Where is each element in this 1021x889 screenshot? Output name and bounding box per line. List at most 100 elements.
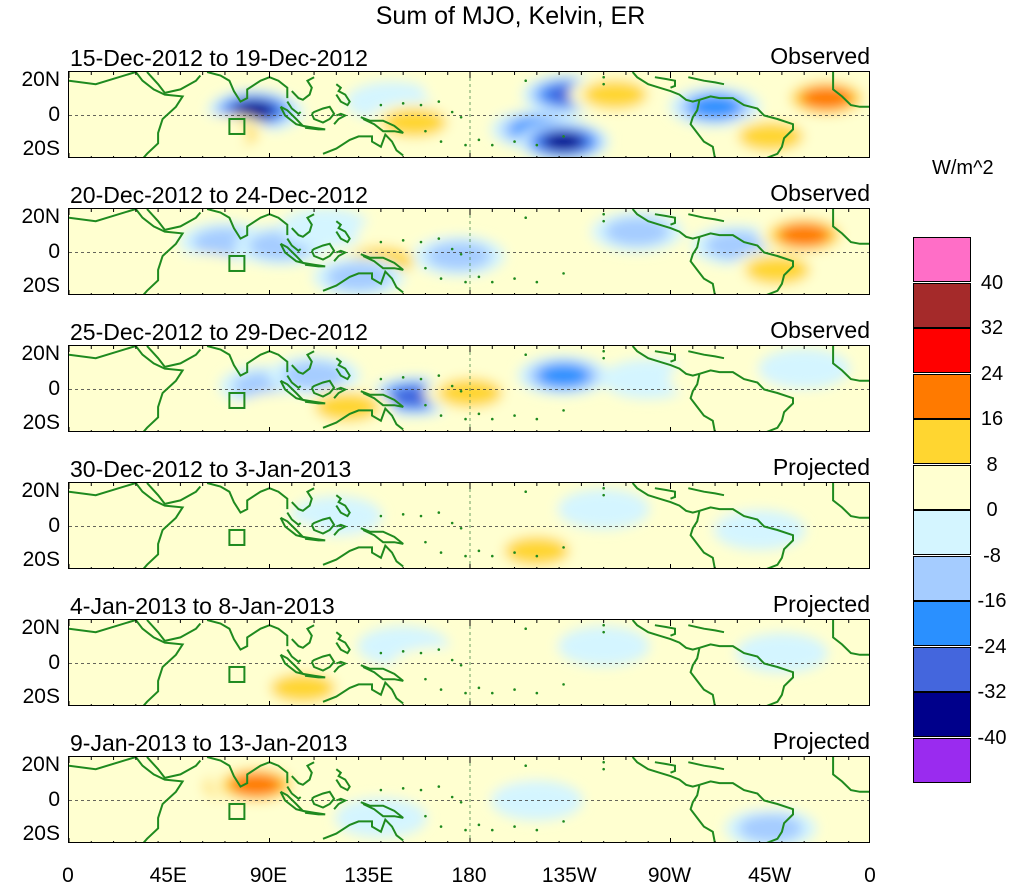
island-marker (439, 414, 443, 417)
anomaly-contour (602, 759, 695, 800)
island-marker (439, 140, 443, 143)
colorbar-swatch (913, 419, 971, 464)
island-marker (379, 651, 383, 655)
colorbar-units: W/m^2 (932, 157, 994, 179)
island-marker (490, 417, 494, 421)
island-marker (424, 677, 427, 681)
longitude-label: 135E (344, 864, 394, 887)
colorbar-swatch (913, 282, 971, 328)
coastline (333, 797, 348, 810)
island-marker (464, 828, 467, 832)
anomaly-contour (537, 364, 590, 388)
coastline (360, 116, 404, 134)
island-marker (524, 216, 527, 219)
coastline (654, 761, 676, 774)
anomaly-contour (713, 770, 806, 811)
colorbar-swatch (913, 692, 971, 737)
island-marker (464, 143, 467, 147)
island-marker (450, 658, 454, 662)
latitude-label: 20S (22, 822, 60, 846)
map-panel-svg (69, 346, 869, 431)
colorbar-swatch (913, 328, 971, 373)
anomaly-contour (758, 348, 851, 389)
anomaly-contour (426, 241, 492, 271)
coastline (688, 624, 725, 634)
anomaly-contour (582, 80, 648, 109)
island-marker (490, 691, 494, 695)
anomaly-contour (326, 262, 392, 292)
panel-date-range: 25-Dec-2012 to 29-Dec-2012 (70, 319, 368, 345)
island-marker (602, 760, 605, 764)
coastline (654, 213, 676, 226)
island-marker (379, 514, 383, 518)
latitude-label: 20S (22, 548, 60, 572)
island-marker (419, 240, 423, 244)
coastline (689, 784, 716, 842)
island-marker (524, 353, 527, 356)
coastline (333, 386, 348, 399)
island-marker (477, 549, 481, 553)
panel-kind-label: Observed (770, 180, 870, 206)
island-marker (419, 514, 423, 518)
island-marker (459, 252, 463, 256)
panel-date-range: 4-Jan-2013 to 8-Jan-2013 (70, 593, 335, 619)
coastline (832, 620, 869, 656)
longitude-label: 135W (541, 864, 597, 887)
latitude-label: 20S (22, 685, 60, 709)
island-marker (477, 823, 481, 827)
island-marker (419, 788, 423, 792)
latitude-label: 20S (22, 137, 60, 161)
coastline (631, 209, 700, 240)
latitude-label: 20N (21, 478, 60, 502)
coastline (631, 620, 700, 651)
colorbar-label: -32 (977, 681, 1007, 703)
coastline (69, 346, 185, 431)
coastline (291, 761, 315, 786)
latitude-label: 20N (21, 752, 60, 776)
island-marker (602, 767, 605, 771)
anomaly-contour (279, 209, 372, 249)
island-marker (562, 135, 565, 138)
island-marker (437, 237, 441, 240)
coastline (206, 757, 289, 788)
coastline (631, 757, 700, 788)
island-marker (562, 546, 565, 549)
island-marker (439, 688, 443, 691)
island-marker (513, 688, 516, 691)
coastline (360, 253, 404, 271)
island-marker (602, 82, 605, 86)
map-panel-svg (69, 483, 869, 568)
coastline (360, 664, 404, 682)
island-marker (459, 663, 463, 667)
colorbar-label: 16 (980, 408, 1004, 430)
island-marker (459, 115, 463, 119)
coastline (631, 346, 700, 377)
island-marker (602, 212, 605, 216)
island-marker (602, 630, 605, 634)
coastline (335, 357, 351, 381)
island-marker (535, 554, 539, 558)
anomaly-contour (490, 780, 583, 821)
island-marker (535, 143, 539, 147)
anomaly-contour (315, 392, 380, 422)
anomaly-contour (557, 489, 650, 530)
coastline (322, 406, 404, 431)
island-marker (424, 266, 427, 270)
coastline (335, 220, 351, 244)
island-marker (437, 511, 441, 514)
island-marker (477, 412, 481, 416)
latitude-label: 0 (48, 239, 60, 263)
island-marker (477, 138, 481, 142)
coastline (286, 512, 302, 527)
coastline (206, 483, 289, 514)
island-marker (602, 349, 605, 353)
reference-box (228, 254, 246, 272)
reference-box (228, 665, 246, 683)
island-marker (419, 377, 423, 381)
island-marker (437, 785, 441, 788)
colorbar-label: 8 (986, 453, 998, 476)
anomaly-contour (543, 132, 584, 151)
latitude-label: 20N (21, 67, 60, 91)
reference-box (228, 117, 246, 135)
island-marker (437, 100, 441, 103)
